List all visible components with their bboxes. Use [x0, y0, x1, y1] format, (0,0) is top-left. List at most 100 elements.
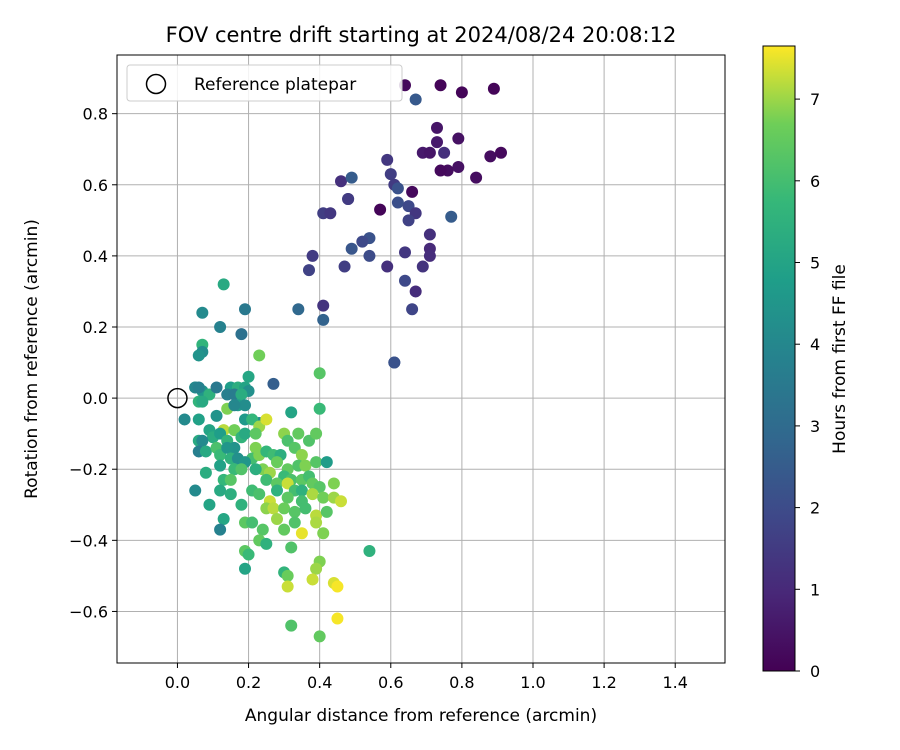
data-point: [310, 427, 323, 440]
data-point: [235, 463, 248, 476]
data-point: [295, 449, 308, 461]
data-point: [299, 502, 312, 515]
data-point: [224, 488, 237, 501]
data-point: [320, 505, 333, 518]
data-point: [356, 235, 369, 248]
data-point: [242, 370, 255, 383]
data-point: [399, 274, 411, 287]
data-point: [313, 367, 326, 380]
colorbar-gradient: [762, 45, 796, 672]
data-point: [228, 399, 241, 412]
data-point: [313, 402, 326, 415]
data-point: [306, 488, 319, 501]
data-point: [267, 502, 280, 515]
data-point: [260, 537, 273, 550]
y-tick-label: 0.2: [83, 318, 108, 337]
colorbar-tick-label: 2: [810, 499, 820, 518]
data-point: [423, 146, 436, 159]
data-point: [324, 207, 337, 220]
data-point: [246, 516, 259, 529]
legend-open-circle-icon: [145, 73, 167, 95]
data-point: [409, 93, 422, 106]
data-point: [224, 473, 237, 486]
data-point: [338, 260, 351, 273]
data-point: [192, 381, 205, 394]
data-point: [345, 171, 358, 184]
data-point: [391, 196, 404, 209]
data-point: [423, 228, 436, 241]
data-point: [235, 388, 248, 401]
data-point: [285, 406, 298, 419]
reference-point-marker: [167, 387, 188, 409]
colorbar-tick-label: 3: [810, 417, 820, 436]
data-point: [335, 175, 347, 188]
x-axis-ticks: 0.0 0.2 0.4 0.6 0.8 1.0 1.2 1.4: [165, 663, 688, 692]
data-point: [320, 456, 333, 469]
data-points: [178, 79, 507, 643]
data-point: [210, 409, 223, 422]
reference-marker: [167, 387, 188, 409]
colorbar-tick-label: 7: [810, 90, 820, 109]
data-point: [288, 505, 301, 518]
colorbar-label: Hours from first FF file: [830, 264, 850, 454]
data-point: [196, 434, 209, 447]
data-point: [239, 399, 251, 412]
data-point: [196, 395, 209, 408]
data-point: [271, 513, 283, 525]
data-point: [210, 381, 223, 394]
data-point: [484, 150, 497, 163]
data-point: [306, 573, 319, 586]
data-point: [310, 516, 323, 529]
data-point: [281, 580, 294, 593]
data-point: [288, 516, 301, 529]
data-point: [406, 303, 419, 316]
y-tick-label: 0.0: [83, 389, 108, 408]
y-axis-ticks: −0.6 −0.4 −0.2 0.0 0.2 0.4 0.6 0.8: [69, 105, 117, 621]
data-point: [199, 466, 212, 479]
data-point: [292, 427, 305, 440]
data-point: [303, 264, 315, 277]
data-point: [239, 303, 251, 316]
data-point: [217, 278, 230, 291]
data-point: [452, 132, 465, 145]
data-point: [452, 161, 465, 173]
data-point: [374, 203, 387, 216]
x-tick-label: 0.4: [307, 673, 332, 692]
data-point: [399, 246, 411, 259]
data-point: [221, 441, 234, 454]
data-point: [278, 502, 291, 515]
data-point: [438, 146, 451, 159]
data-point: [260, 413, 273, 426]
legend-label: Reference platepar: [194, 75, 356, 95]
colorbar-ticks: 0 1 2 3 4 5 6 7: [795, 90, 820, 681]
data-point: [239, 562, 251, 575]
data-point: [487, 82, 500, 95]
data-point: [214, 459, 227, 472]
data-point: [292, 303, 305, 316]
data-point: [434, 164, 447, 177]
data-point: [267, 377, 280, 390]
data-point: [381, 153, 394, 166]
data-point: [271, 484, 283, 497]
data-point: [317, 313, 330, 326]
data-point: [306, 249, 319, 262]
y-tick-label: 0.6: [83, 176, 108, 195]
data-point: [249, 427, 262, 440]
plot-frame: [116, 54, 726, 664]
data-point: [203, 498, 216, 511]
data-point: [409, 285, 422, 298]
data-point: [345, 242, 358, 255]
data-point: [423, 249, 436, 262]
data-point: [384, 168, 397, 181]
x-tick-label: 0.2: [236, 673, 261, 692]
y-tick-label: −0.6: [69, 602, 108, 621]
data-point: [331, 612, 344, 625]
data-point: [363, 545, 376, 557]
data-point: [189, 484, 202, 497]
data-point: [299, 459, 312, 472]
data-point: [495, 146, 507, 159]
data-point: [285, 541, 298, 554]
legend: Reference platepar: [126, 64, 403, 102]
data-point: [406, 185, 419, 198]
y-tick-label: 0.4: [83, 247, 108, 266]
